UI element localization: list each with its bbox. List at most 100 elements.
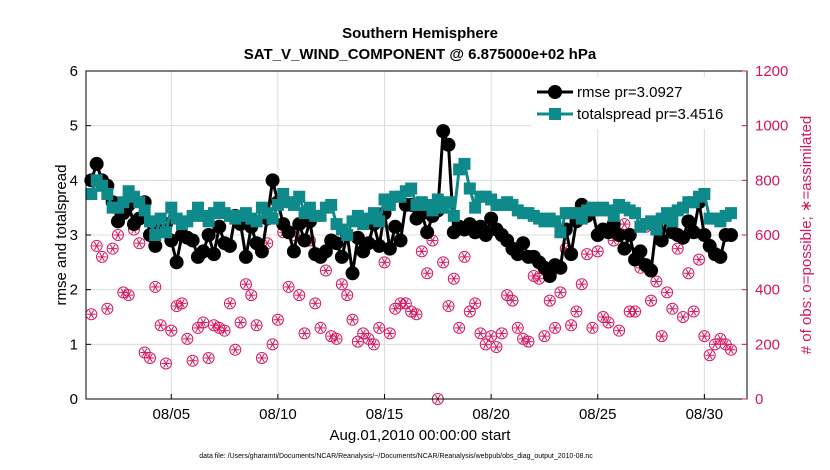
rmse-point bbox=[622, 228, 637, 242]
obs-count-point bbox=[703, 349, 716, 362]
totalspread-point bbox=[666, 215, 679, 228]
rmse-point bbox=[185, 233, 200, 248]
obs-count-point bbox=[490, 341, 503, 354]
rmse-point bbox=[169, 255, 184, 270]
totalspread-point bbox=[101, 188, 114, 200]
obs-count-point bbox=[367, 338, 380, 351]
x-tick-label: 08/20 bbox=[472, 406, 510, 423]
obs-count-point bbox=[677, 311, 690, 323]
rmse-point bbox=[553, 260, 568, 275]
totalspread-point bbox=[442, 196, 455, 209]
obs-count-point bbox=[613, 324, 626, 337]
obs-count-point bbox=[159, 357, 172, 370]
obs-count-point bbox=[314, 321, 327, 334]
obs-count-point bbox=[106, 242, 119, 255]
obs-count-point bbox=[437, 256, 450, 269]
rmse-point bbox=[724, 228, 739, 242]
obs-count-point bbox=[143, 352, 156, 364]
totalspread-point bbox=[725, 207, 738, 220]
y-axis-label: rmse and totalspread bbox=[53, 165, 70, 306]
totalspread-point bbox=[293, 190, 306, 203]
rmse-point bbox=[697, 228, 712, 242]
obs-count-point bbox=[693, 253, 706, 266]
obs-count-point bbox=[271, 313, 284, 326]
obs-count-point bbox=[549, 321, 562, 334]
obs-count-point bbox=[202, 352, 215, 364]
obs-count-point bbox=[154, 319, 167, 332]
y-tick-label: 2 bbox=[70, 282, 78, 299]
obs-count-point bbox=[575, 278, 588, 291]
obs-count-point bbox=[453, 321, 466, 334]
rmse-point bbox=[564, 247, 579, 262]
chart-title: Southern Hemisphere bbox=[342, 25, 498, 42]
rmse-point bbox=[286, 244, 301, 259]
obs-count-point bbox=[250, 319, 263, 332]
legend-totalspread-label: totalspread pr=3.4516 bbox=[577, 106, 723, 123]
obs-count-point bbox=[149, 280, 162, 293]
obs-count-point bbox=[522, 335, 535, 348]
obs-count-point bbox=[543, 294, 556, 307]
rmse-point bbox=[436, 124, 451, 139]
obs-count-point bbox=[234, 316, 247, 329]
x-tick-label: 08/05 bbox=[153, 406, 191, 423]
obs-count-point bbox=[479, 338, 492, 351]
obs-count-point bbox=[725, 343, 738, 356]
obs-count-point bbox=[383, 327, 396, 340]
obs-count-point bbox=[133, 237, 146, 250]
obs-count-point bbox=[410, 308, 423, 321]
rmse-point bbox=[676, 230, 691, 245]
obs-count-point bbox=[650, 275, 663, 288]
data-file-footer: data file: /Users/gharamti/Documents/NCA… bbox=[199, 453, 593, 460]
totalspread-point bbox=[266, 212, 279, 225]
rmse-point bbox=[516, 236, 531, 251]
totalspread-point bbox=[463, 182, 476, 195]
obs-count-point bbox=[682, 267, 695, 280]
obs-count-point bbox=[661, 286, 674, 299]
obs-count-point bbox=[506, 294, 519, 307]
rmse-point bbox=[222, 238, 237, 253]
plot-area bbox=[84, 124, 739, 405]
rmse-point bbox=[238, 249, 253, 264]
obs-count-point bbox=[293, 289, 306, 302]
y-right-tick-label: 1000 bbox=[755, 118, 788, 135]
rmse-point bbox=[654, 233, 669, 248]
rmse-point bbox=[201, 228, 216, 242]
y-tick-label: 5 bbox=[70, 118, 78, 135]
totalspread-point bbox=[165, 201, 178, 214]
y-tick-label: 0 bbox=[70, 391, 78, 408]
obs-count-point bbox=[495, 327, 508, 340]
rmse-point bbox=[681, 214, 696, 229]
obs-count-point bbox=[421, 267, 434, 280]
totalspread-point bbox=[143, 215, 156, 228]
obs-count-point bbox=[351, 335, 364, 348]
rmse-point bbox=[329, 236, 344, 251]
obs-count-point bbox=[474, 327, 487, 340]
totalspread-point bbox=[138, 204, 151, 217]
obs-count-point bbox=[447, 272, 460, 285]
rmse-point bbox=[297, 233, 312, 248]
y-right-tick-label: 600 bbox=[755, 227, 780, 244]
obs-count-point bbox=[330, 332, 343, 345]
totalspread-point bbox=[447, 209, 460, 222]
x-tick-label: 08/10 bbox=[259, 406, 297, 423]
rmse-point bbox=[196, 244, 211, 259]
y-right-tick-label: 1200 bbox=[755, 63, 788, 80]
x-tick-label: 08/30 bbox=[686, 406, 724, 423]
rmse-point bbox=[212, 219, 227, 234]
obs-count-point bbox=[655, 330, 668, 343]
obs-count-point bbox=[101, 302, 114, 315]
rmse-point bbox=[542, 269, 557, 283]
obs-count-point bbox=[282, 280, 295, 293]
obs-count-point bbox=[511, 321, 524, 334]
legend-totalspread-marker bbox=[549, 108, 561, 120]
rmse-point bbox=[318, 244, 333, 259]
obs-count-point bbox=[122, 289, 135, 302]
rmse-point bbox=[686, 225, 701, 240]
totalspread-point bbox=[341, 229, 354, 241]
y-right-tick-label: 0 bbox=[755, 391, 763, 408]
legend-box bbox=[531, 77, 741, 129]
rmse-point bbox=[612, 228, 627, 242]
obs-count-point bbox=[645, 294, 658, 307]
y-right-tick-label: 400 bbox=[755, 282, 780, 299]
